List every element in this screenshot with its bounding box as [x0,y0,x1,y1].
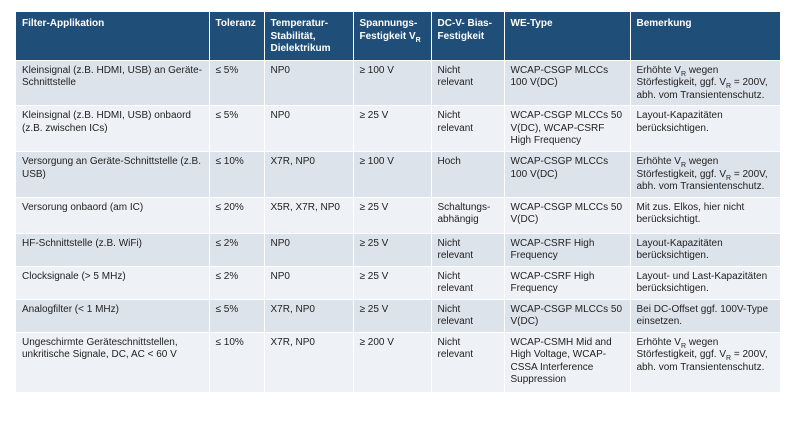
cell-toleranz: ≤ 5% [209,59,265,106]
bemerkung-sub: R [726,174,732,182]
cell-toleranz: ≤ 5% [209,298,265,332]
cell-temperatur: NP0 [264,59,354,106]
cell-toleranz: ≤ 20% [209,196,265,233]
cell-spannung: ≥ 25 V [353,105,432,152]
cell-applikation: Versorgung an Geräte-Schnittstelle (z.B.… [16,151,210,197]
bemerkung-sub: R [680,342,687,350]
header-temperatur-stabilitaet: Temperatur-Stabilität, Dielektrikum [264,12,354,60]
cell-toleranz: ≤ 2% [209,265,265,299]
cell-we-type: WCAP-CSRF High Frequency [504,265,631,299]
cell-bemerkung: Mit zus. Elkos, hier nicht berücksichtig… [630,196,780,233]
cell-we-type: WCAP-CSRF High Frequency [504,232,631,266]
header-we-type: WE-Type [504,12,631,60]
table-row: Analogfilter (< 1 MHz) ≤ 5% X7R, NP0 ≥ 2… [16,298,780,332]
bemerkung-text: = 200V, abh. vom Transientenschutz. [636,77,768,101]
cell-dcv-bias: Hoch [431,151,505,197]
cell-applikation: Analogfilter (< 1 MHz) [16,298,210,332]
filter-table: Filter-Applikation Toleranz Temperatur-S… [16,12,780,392]
cell-bemerkung: Layout- und Last-Kapazitäten berücksicht… [630,265,780,299]
cell-bemerkung: Erhöhte VR wegen Störfestigkeit, ggf. VR… [630,59,780,106]
cell-temperatur: X7R, NP0 [264,298,354,332]
cell-spannung: ≥ 25 V [353,196,432,233]
table-row: Kleinsignal (z.B. HDMI, USB) onbaord (z.… [16,105,780,152]
table-row: Clocksignale (> 5 MHz) ≤ 2% NP0 ≥ 25 V N… [16,265,780,299]
bemerkung-sub: R [726,355,732,362]
header-spannungsfestigkeit-text: Spannungs-Festigkeit V [359,18,418,42]
cell-applikation: Clocksignale (> 5 MHz) [16,265,210,299]
cell-toleranz: ≤ 2% [209,232,265,266]
table-row: Versorgung an Geräte-Schnittstelle (z.B.… [16,151,780,197]
cell-we-type: WCAP-CSGP MLCCs 50 V(DC) [504,298,631,332]
cell-we-type: WCAP-CSGP MLCCs 50 V(DC), WCAP-CSRF High… [504,105,631,152]
cell-spannung: ≥ 200 V [353,331,432,392]
bemerkung-text: wegen Störfestigkeit, ggf. V [636,336,727,361]
cell-dcv-bias: Schaltungs-abhängig [431,196,505,233]
cell-spannung: ≥ 25 V [353,298,432,332]
cell-we-type: WCAP-CSGP MLCCs 50 V(DC) [504,196,631,233]
cell-temperatur: X7R, NP0 [264,151,354,197]
cell-applikation: Versorung onbaord (am IC) [16,196,210,233]
cell-temperatur: NP0 [264,232,354,266]
bemerkung-text: Erhöhte V [636,64,681,76]
cell-temperatur: NP0 [264,105,354,152]
cell-bemerkung: Layout-Kapazitäten berücksichtigen. [630,105,780,152]
bemerkung-sub: R [726,83,732,90]
cell-we-type: WCAP-CSMH Mid and High Voltage, WCAP-CSS… [504,331,631,392]
cell-bemerkung: Erhöhte VR wegen Störfestigkeit, ggf. VR… [630,151,780,197]
cell-temperatur: X5R, X7R, NP0 [264,196,354,233]
filter-table-container: Filter-Applikation Toleranz Temperatur-S… [16,12,780,392]
header-dcv-bias: DC-V- Bias-Festigkeit [431,12,505,60]
header-spannungsfestigkeit: Spannungs-Festigkeit VR [353,12,432,60]
cell-toleranz: ≤ 10% [209,331,265,392]
cell-spannung: ≥ 25 V [353,232,432,266]
header-bemerkung: Bemerkung [630,12,780,60]
cell-we-type: WCAP-CSGP MLCCs 100 V(DC) [504,151,631,197]
cell-dcv-bias: Nicht relevant [431,265,505,299]
bemerkung-text: wegen Störfestigkeit, ggf. V [636,64,727,89]
cell-bemerkung: Erhöhte VR wegen Störfestigkeit, ggf. VR… [630,331,780,392]
cell-applikation: Kleinsignal (z.B. HDMI, USB) onbaord (z.… [16,105,210,152]
table-row: Kleinsignal (z.B. HDMI, USB) an Geräte-S… [16,59,780,106]
header-spannungsfestigkeit-sub: R [415,36,421,44]
cell-applikation: HF-Schnittstelle (z.B. WiFi) [16,232,210,266]
cell-dcv-bias: Nicht relevant [431,105,505,152]
table-header-row: Filter-Applikation Toleranz Temperatur-S… [16,12,780,60]
cell-dcv-bias: Nicht relevant [431,331,505,392]
cell-toleranz: ≤ 10% [209,151,265,197]
cell-bemerkung: Bei DC-Offset ggf. 100V-Type einsetzen. [630,298,780,332]
table-row: Versorung onbaord (am IC) ≤ 20% X5R, X7R… [16,196,780,233]
bemerkung-text: = 200V, abh. vom Transientenschutz. [636,349,768,373]
cell-applikation: Ungeschirmte Geräteschnittstellen, unkri… [16,331,210,392]
bemerkung-text: wegen Störfestigkeit, ggf. V [636,156,727,180]
cell-applikation: Kleinsignal (z.B. HDMI, USB) an Geräte-S… [16,59,210,106]
cell-dcv-bias: Nicht relevant [431,59,505,106]
bemerkung-sub: R [680,70,687,78]
cell-spannung: ≥ 100 V [353,59,432,106]
cell-toleranz: ≤ 5% [209,105,265,152]
bemerkung-text: = 200V, abh. vom Transientenschutz. [636,168,768,193]
table-row: HF-Schnittstelle (z.B. WiFi) ≤ 2% NP0 ≥ … [16,232,780,266]
table-row: Ungeschirmte Geräteschnittstellen, unkri… [16,331,780,392]
bemerkung-text: Erhöhte V [636,336,681,348]
cell-bemerkung: Layout-Kapazitäten berücksichtigen. [630,232,780,266]
cell-dcv-bias: Nicht relevant [431,232,505,266]
cell-dcv-bias: Nicht relevant [431,298,505,332]
header-filter-applikation: Filter-Applikation [16,12,210,60]
cell-temperatur: X7R, NP0 [264,331,354,392]
cell-temperatur: NP0 [264,265,354,299]
cell-spannung: ≥ 25 V [353,265,432,299]
header-toleranz: Toleranz [209,12,265,60]
bemerkung-text: Erhöhte V [636,156,681,167]
cell-we-type: WCAP-CSGP MLCCs 100 V(DC) [504,59,631,106]
bemerkung-sub: R [680,162,687,169]
cell-spannung: ≥ 100 V [353,151,432,197]
